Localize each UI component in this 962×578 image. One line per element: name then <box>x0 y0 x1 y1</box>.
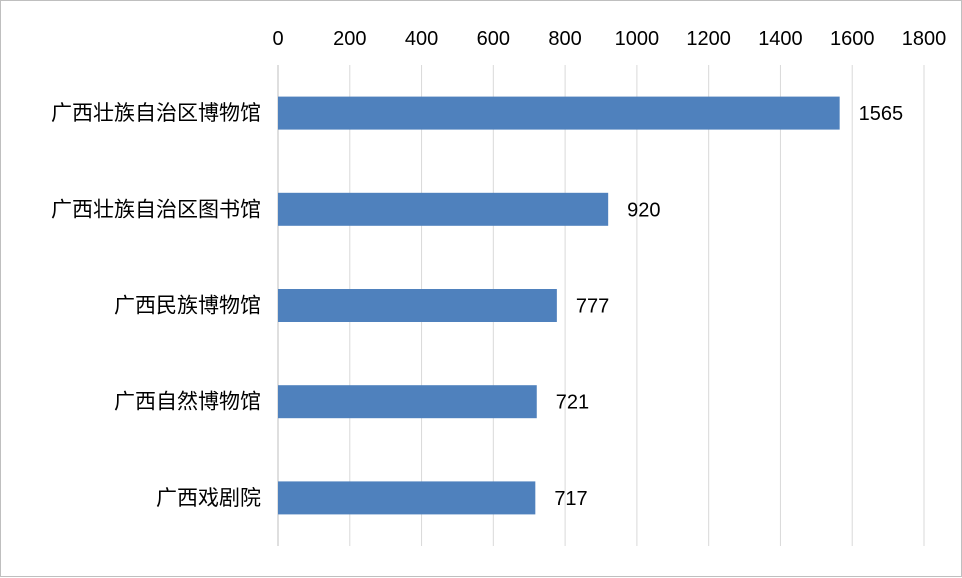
data-labels: 1565 920 777 721 717 <box>554 103 903 510</box>
x-tick-label: 400 <box>405 28 438 50</box>
x-tick-label: 200 <box>333 28 366 50</box>
x-tick-label: 600 <box>477 28 510 50</box>
x-tick-label: 1000 <box>615 28 660 50</box>
x-tick-label: 1800 <box>902 28 947 50</box>
category-label: 广西民族博物馆 <box>114 294 261 318</box>
data-label: 920 <box>627 199 660 221</box>
x-tick-label: 800 <box>548 28 581 50</box>
category-label: 广西壮族自治区图书馆 <box>51 197 261 221</box>
x-tick-label: 1400 <box>758 28 803 50</box>
bar-1 <box>278 192 609 226</box>
data-label: 777 <box>576 296 609 318</box>
category-label: 广西自然博物馆 <box>114 390 261 414</box>
category-label: 广西戏剧院 <box>156 486 261 510</box>
x-tick-label: 1200 <box>686 28 731 50</box>
bar-0 <box>278 96 840 130</box>
data-label: 717 <box>554 488 587 510</box>
category-label: 广西壮族自治区博物馆 <box>51 101 261 125</box>
bars <box>278 96 840 515</box>
gridlines <box>277 65 925 546</box>
bar-3 <box>278 385 537 419</box>
data-label: 1565 <box>859 103 904 125</box>
bar-4 <box>278 481 536 515</box>
bar-2 <box>278 289 557 322</box>
x-axis-ticks: 0 200 400 600 800 1000 1200 1400 1600 1800 <box>272 28 946 50</box>
x-tick-label: 0 <box>272 28 283 50</box>
x-tick-label: 1600 <box>830 28 875 50</box>
data-label: 721 <box>556 392 589 414</box>
